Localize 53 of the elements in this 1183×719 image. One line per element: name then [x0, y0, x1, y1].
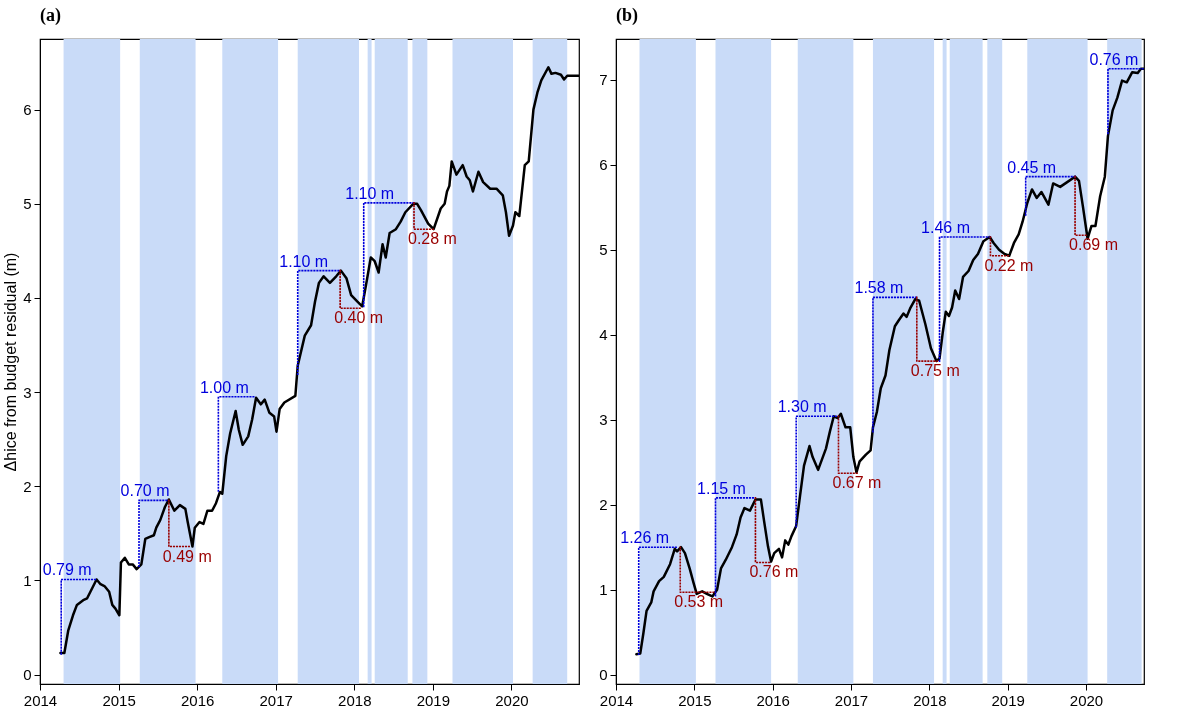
y-tick-label: 1 — [23, 571, 32, 589]
annotation: 0.76 m — [1089, 50, 1139, 68]
y-tick-label: 0 — [599, 666, 608, 684]
x-tick-label: 2017 — [834, 691, 869, 709]
x-tick-label: 2016 — [756, 691, 790, 709]
x-tick-label: 2019 — [416, 691, 451, 709]
y-tick-label: 3 — [599, 411, 608, 429]
x-tick-label: 2015 — [102, 691, 136, 709]
x-tick-label: 2020 — [495, 691, 529, 709]
chart-title: (a) — [40, 5, 61, 26]
y-tick-label: 1 — [599, 581, 608, 599]
annotation: 0.67 m — [832, 474, 882, 492]
x-tick-label: 2017 — [259, 691, 293, 709]
x-tick-label: 2014 — [599, 691, 634, 709]
chart-title: (b) — [616, 5, 638, 26]
y-tick-label: 2 — [599, 496, 608, 514]
x-tick-label: 2018 — [338, 691, 372, 709]
annotation: 1.26 m — [620, 529, 670, 547]
y-tick-label: 0 — [23, 666, 32, 684]
y-tick-label: 5 — [23, 195, 32, 213]
y-tick-label: 7 — [599, 71, 608, 89]
y-tick-label: 3 — [23, 383, 32, 401]
x-tick-label: 2014 — [23, 691, 58, 709]
annotation: 1.10 m — [279, 252, 329, 270]
annotation: 0.22 m — [984, 256, 1034, 274]
y-tick-label: 2 — [23, 477, 32, 495]
x-tick-label: 2016 — [180, 691, 215, 709]
y-tick-label: 6 — [599, 156, 608, 174]
annotation: 0.75 m — [910, 362, 960, 380]
y-axis-title: Δhice from budget residual (m) — [2, 252, 20, 472]
x-tick-label: 2019 — [991, 691, 1025, 709]
annotation: 0.28 m — [408, 230, 457, 248]
annotation: 0.69 m — [1069, 236, 1118, 254]
x-tick-label: 2018 — [913, 691, 947, 709]
annotation: 0.53 m — [674, 593, 724, 611]
y-tick-label: 6 — [23, 101, 32, 119]
annotation: 1.10 m — [345, 184, 395, 202]
annotation: 1.46 m — [921, 219, 970, 236]
x-tick-label: 2020 — [1069, 691, 1104, 709]
annotation: 1.30 m — [777, 398, 827, 416]
y-tick-label: 4 — [599, 326, 608, 344]
annotation: 0.76 m — [749, 563, 799, 581]
x-tick-label: 2015 — [678, 691, 712, 709]
annotation: 1.15 m — [697, 479, 746, 497]
annotation: 0.49 m — [162, 547, 212, 565]
annotation: 0.70 m — [120, 482, 170, 500]
y-tick-label: 4 — [23, 289, 32, 307]
annotation: 0.45 m — [1007, 158, 1057, 176]
annotation: 0.40 m — [334, 309, 384, 327]
annotation: 1.00 m — [199, 378, 249, 396]
annotation: 1.58 m — [854, 279, 904, 297]
y-tick-label: 5 — [599, 241, 608, 259]
annotation: 0.79 m — [42, 561, 92, 579]
